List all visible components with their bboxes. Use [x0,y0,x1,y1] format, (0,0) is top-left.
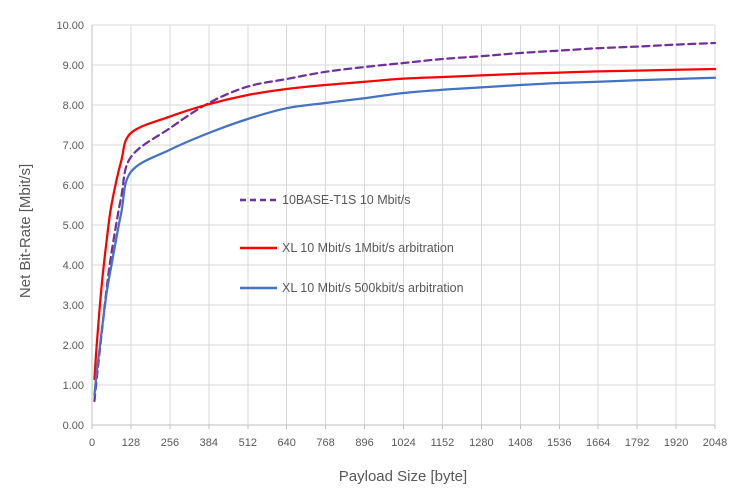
legend-item: XL 10 Mbit/s 500kbit/s arbitration [240,281,464,295]
series-curve-1 [93,67,717,381]
x-tick-label: 768 [316,437,334,449]
legend-label-xl-1mbit: XL 10 Mbit/s 1Mbit/s arbitration [282,241,454,255]
x-tick-label: 1152 [431,437,455,449]
y-axis-title: Net Bit-Rate [Mbit/s] [17,164,34,298]
y-tick-label: 4.00 [63,260,84,272]
axes [91,25,716,429]
legend-item: 10BASE-T1S 10 Mbit/s [240,193,411,207]
x-tick-label: 896 [355,437,373,449]
x-tick-label: 1536 [547,437,571,449]
x-axis-title: Payload Size [byte] [339,468,467,485]
y-tick-label: 2.00 [63,340,84,352]
series-curve-0 [93,41,717,403]
x-tick-label: 256 [161,437,179,449]
y-tick-label: 7.00 [63,140,84,152]
legend-label-10base-t1s: 10BASE-T1S 10 Mbit/s [282,193,411,207]
x-tick-label: 2048 [703,437,727,449]
gridlines [91,24,716,426]
x-tick-label: 128 [122,437,140,449]
y-tick-label: 5.00 [63,220,84,232]
tick-labels: 0 128 256 384 512 640 768 896 1024 1152 1280 1408 15… [56,20,727,449]
y-tick-label: 9.00 [63,60,84,72]
x-tick-label: 1664 [586,437,610,449]
x-tick-label: 1792 [625,437,649,449]
x-tick-label: 384 [200,437,218,449]
x-tick-label: 1920 [664,437,688,449]
y-tick-label: 1.00 [63,380,84,392]
data-series-curves [93,41,717,403]
y-tick-label: 0.00 [63,420,84,432]
x-tick-label: 512 [239,437,257,449]
y-tick-label: 8.00 [63,100,84,112]
x-tick-label: 1280 [469,437,493,449]
x-tick-label: 0 [89,437,95,449]
x-tick-label: 1408 [508,437,532,449]
x-tick-label: 640 [278,437,296,449]
legend: 10BASE-T1S 10 Mbit/s XL 10 Mbit/s 1Mbit/… [240,193,464,295]
y-tick-label: 6.00 [63,180,84,192]
y-tick-label: 3.00 [63,300,84,312]
series-curve-2 [93,76,717,397]
legend-item: XL 10 Mbit/s 1Mbit/s arbitration [240,241,454,255]
legend-label-xl-500kbit: XL 10 Mbit/s 500kbit/s arbitration [282,281,464,295]
x-tick-label: 1024 [391,437,415,449]
y-tick-label: 10.00 [56,20,84,32]
